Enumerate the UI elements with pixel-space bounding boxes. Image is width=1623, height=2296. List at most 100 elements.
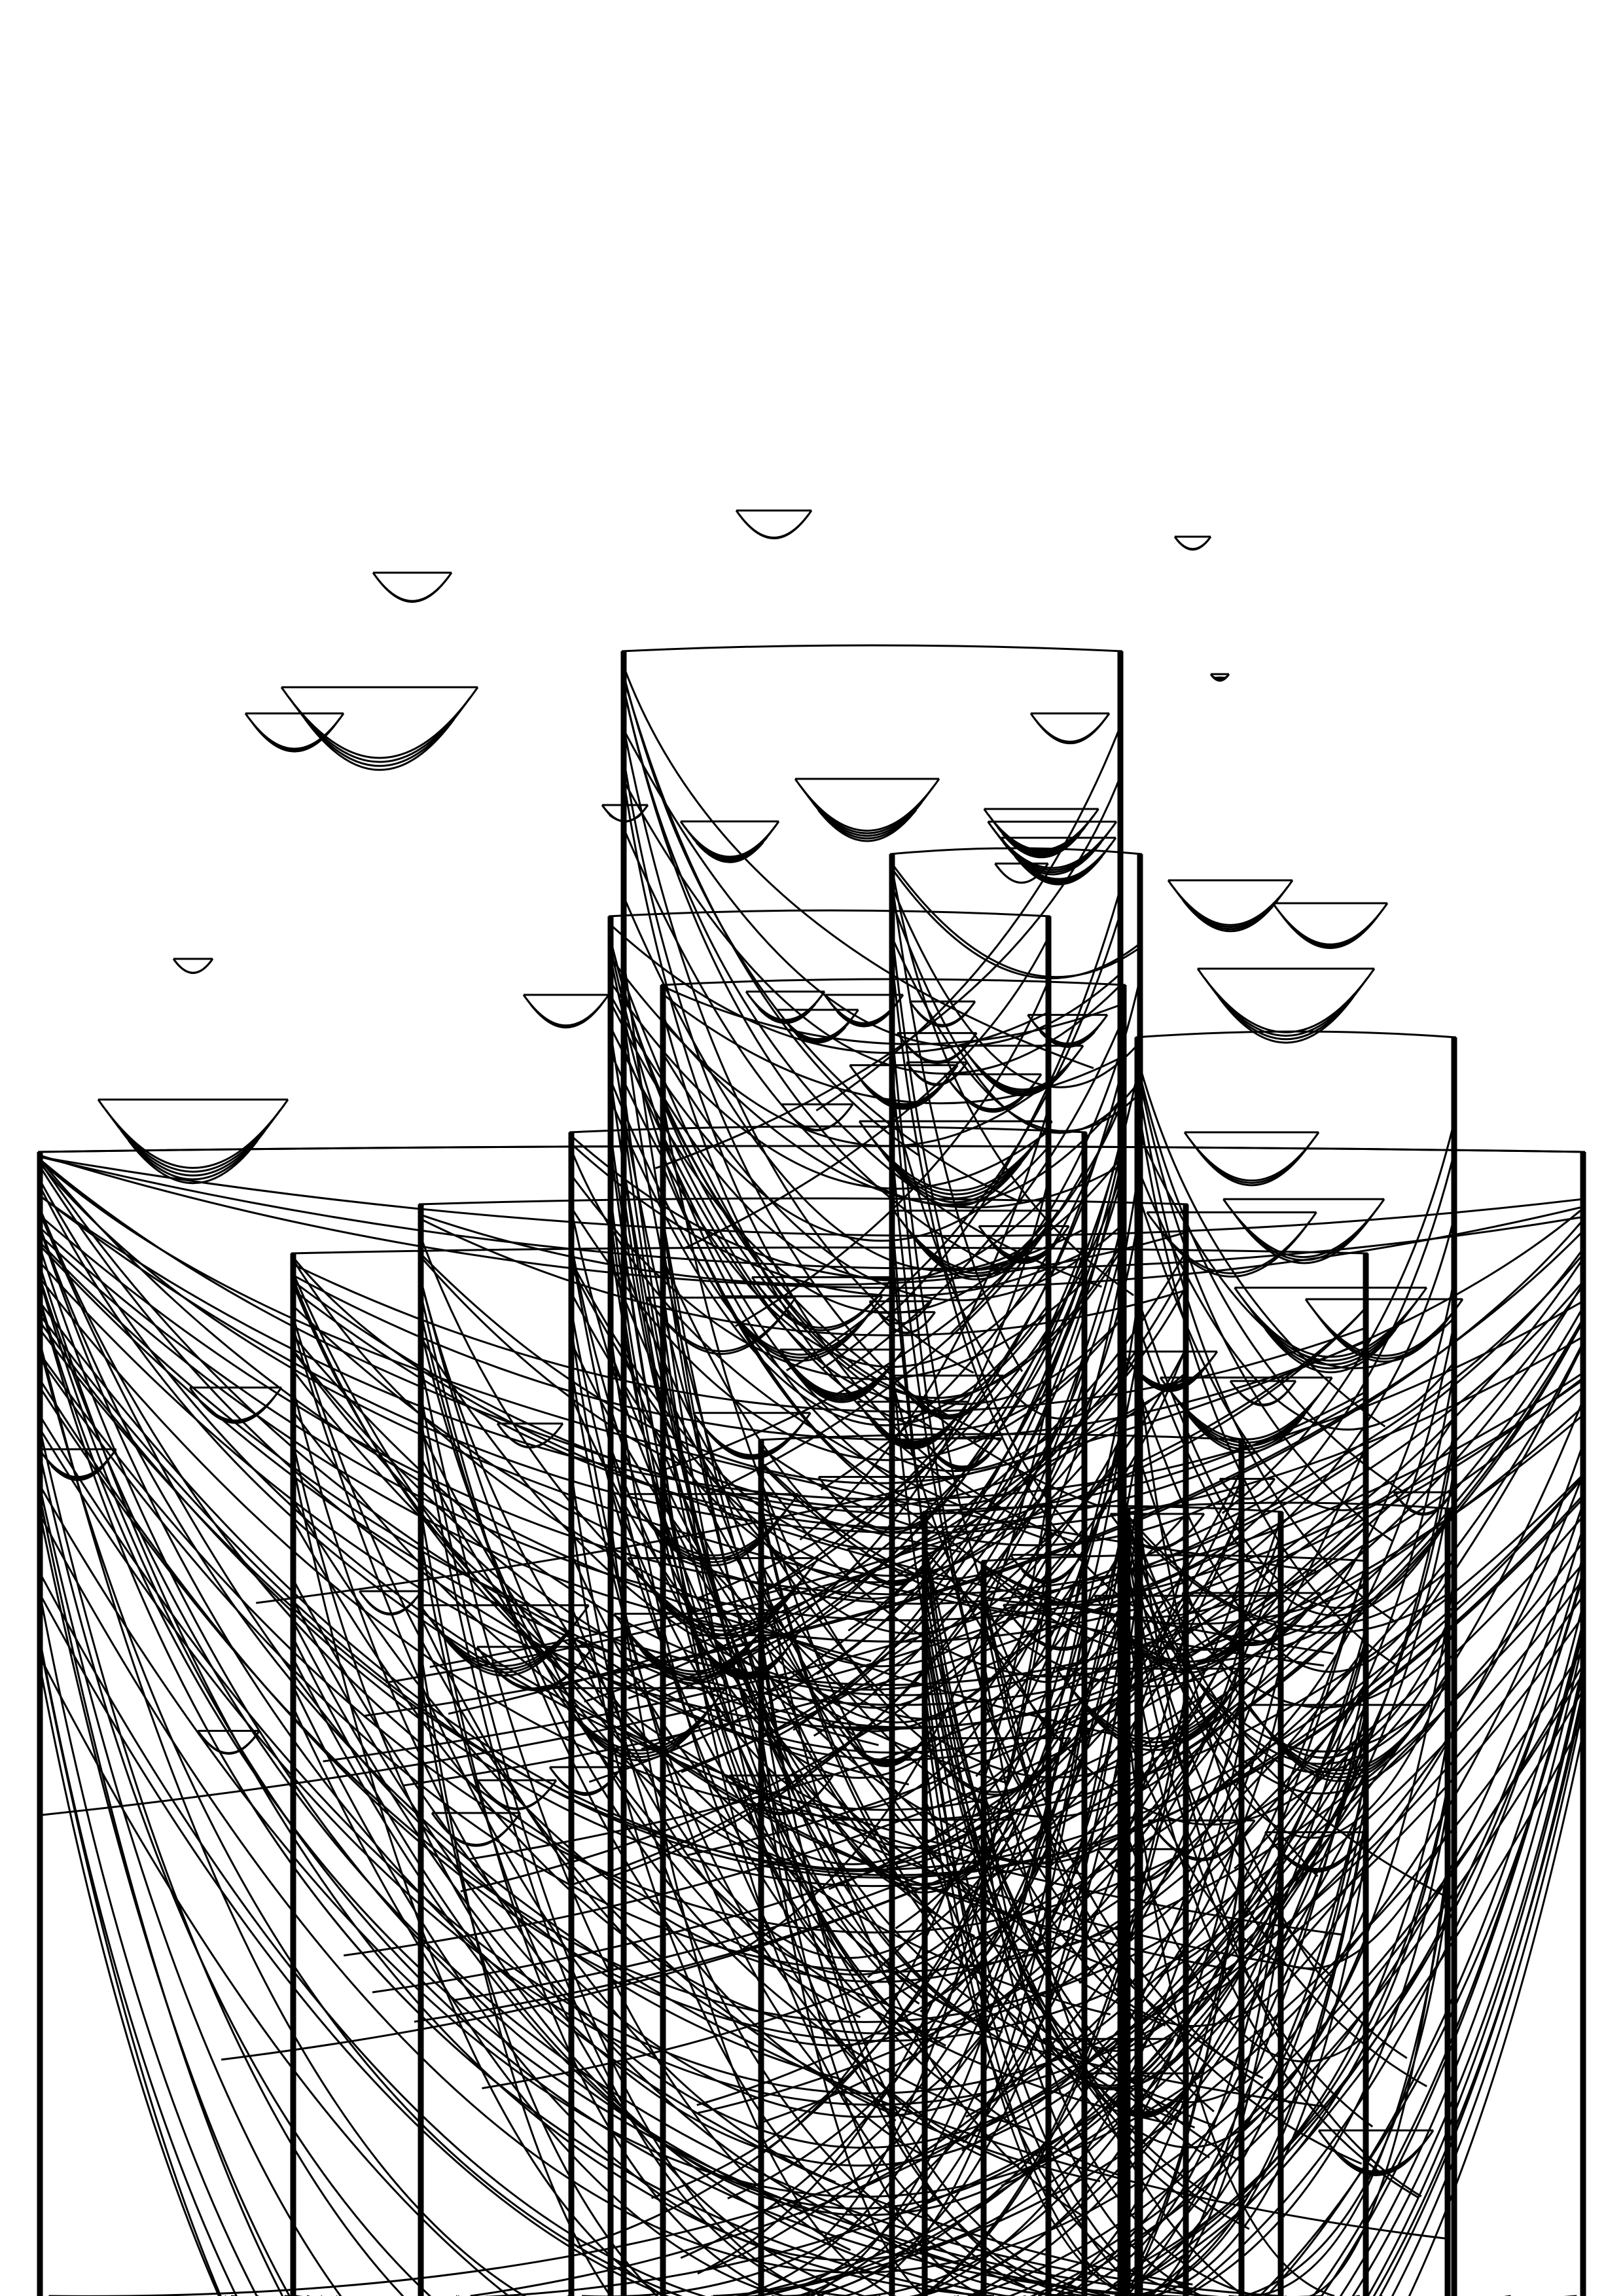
hanging-arc	[290, 1310, 1101, 2183]
lower-right-column	[921, 1505, 1284, 2296]
mid-right-column	[980, 1554, 1369, 2296]
bowl	[1272, 902, 1389, 949]
hanging-arc	[499, 1563, 1586, 2296]
hanging-arc	[1160, 1209, 1457, 1614]
bowl	[601, 804, 649, 823]
hanging-arc	[37, 1155, 1586, 1237]
hanging-arc	[607, 922, 1051, 1054]
hanging-arc	[1135, 1670, 1369, 2154]
bowl-curve	[836, 1011, 891, 1028]
hanging-arc	[37, 1299, 1586, 1876]
hanging-arc	[607, 1047, 1052, 1368]
hanging-arc	[1072, 1840, 1369, 2296]
column-rim	[922, 1505, 1283, 1513]
hanging-arc	[418, 1213, 1188, 1286]
hanging-arc	[607, 978, 1051, 1190]
hanging-arc	[418, 1666, 1130, 2296]
hanging-arc	[660, 1049, 1127, 1302]
hanging-arc	[290, 1617, 1369, 2167]
column-rim	[660, 978, 1126, 986]
hanging-arc	[660, 1208, 923, 1999]
hanging-arc	[37, 1259, 1586, 1730]
hanging-arc	[696, 1160, 1127, 1600]
hanging-arc	[660, 1276, 953, 2089]
bowl	[823, 994, 904, 1028]
bowl-curve	[652, 1305, 791, 1355]
bowl	[745, 990, 826, 1024]
bowl-curve	[817, 809, 917, 842]
bowl-curve	[874, 1141, 1038, 1200]
bowl	[1096, 1848, 1185, 1882]
hanging-arc	[1113, 1764, 1369, 2286]
bowl	[1146, 1211, 1317, 1278]
hanging-arc	[829, 1567, 1245, 2026]
hanging-arc	[607, 991, 1052, 1242]
hanging-arc	[697, 1340, 1586, 2114]
hanging-arc	[921, 1623, 1209, 2215]
hanging-arc	[455, 1596, 1586, 2296]
hanging-arc	[607, 1227, 974, 2020]
bowl-curve	[1152, 1221, 1311, 1278]
bowl-curve	[366, 1600, 415, 1616]
hanging-arc	[1138, 1885, 1451, 2296]
hanging-arc	[37, 1629, 1329, 2296]
bowl	[1029, 712, 1111, 745]
hanging-arc	[37, 1222, 1193, 2286]
hanging-arc	[981, 1564, 1368, 1625]
bowl-curve	[913, 1071, 961, 1086]
bowl-curve	[529, 1003, 603, 1029]
hanging-arc	[921, 1516, 1283, 1619]
hanging-arc	[728, 1172, 1052, 1665]
bowl-curve	[1039, 1031, 1096, 1048]
hanging-arc	[1023, 1909, 1284, 2296]
column-rim	[889, 847, 1143, 855]
bowl-curve	[1007, 1611, 1119, 1651]
hanging-arc	[1037, 1791, 1369, 2296]
hanging-arc	[889, 932, 1143, 1132]
bowl	[1042, 2037, 1175, 2089]
hanging-arc	[921, 1634, 1117, 2255]
hanging-arc	[37, 1334, 881, 2296]
bowl	[1304, 1298, 1464, 1363]
bowl-curve	[1182, 899, 1279, 933]
hanging-arc	[1079, 1612, 1284, 1984]
hanging-arc	[1155, 1428, 1457, 1979]
bowl	[1393, 1491, 1454, 1516]
bowl-curve	[296, 708, 463, 767]
bowl-curve	[435, 1817, 518, 1847]
hanging-arc	[758, 1446, 1244, 1547]
hanging-arc	[1124, 1709, 1335, 2296]
hanging-arc	[954, 1503, 1245, 1907]
hanging-arc	[290, 1595, 1369, 2149]
bowl-curve	[375, 576, 450, 603]
hanging-arc	[758, 1559, 1245, 1818]
bowl	[794, 778, 940, 842]
hanging-arc	[847, 1011, 1127, 1369]
bowl	[692, 1412, 812, 1460]
bowl-curve	[1264, 1328, 1397, 1373]
hanging-arc	[1124, 1557, 1451, 1765]
hanging-arc	[607, 1259, 1052, 1600]
hanging-arc	[296, 1696, 1586, 2296]
hanging-arc	[37, 1340, 1247, 2296]
hanging-arc	[290, 1633, 1369, 2216]
bowl-curve	[609, 814, 641, 823]
hanging-arc	[37, 1241, 1133, 2296]
column-rim	[608, 909, 1051, 918]
bowl-curve	[639, 1647, 750, 1685]
bowl	[893, 1374, 1005, 1420]
hanging-arc	[847, 1164, 1127, 1632]
bowl-curve	[288, 697, 471, 763]
hanging-arc	[37, 1275, 1586, 1821]
hanging-arc	[321, 1679, 1586, 2296]
hanging-arc	[633, 1688, 1369, 2296]
bowl-curve	[1047, 2045, 1169, 2089]
hanging-arc	[1134, 1185, 1457, 1511]
hanging-columns	[37, 644, 1586, 2296]
hanging-arc	[798, 1615, 1127, 2296]
hanging-arc	[224, 1654, 1586, 2296]
hanging-arc	[231, 1497, 1586, 2296]
hanging-arc	[889, 881, 1143, 1088]
bowl-curve	[1152, 1825, 1252, 1861]
